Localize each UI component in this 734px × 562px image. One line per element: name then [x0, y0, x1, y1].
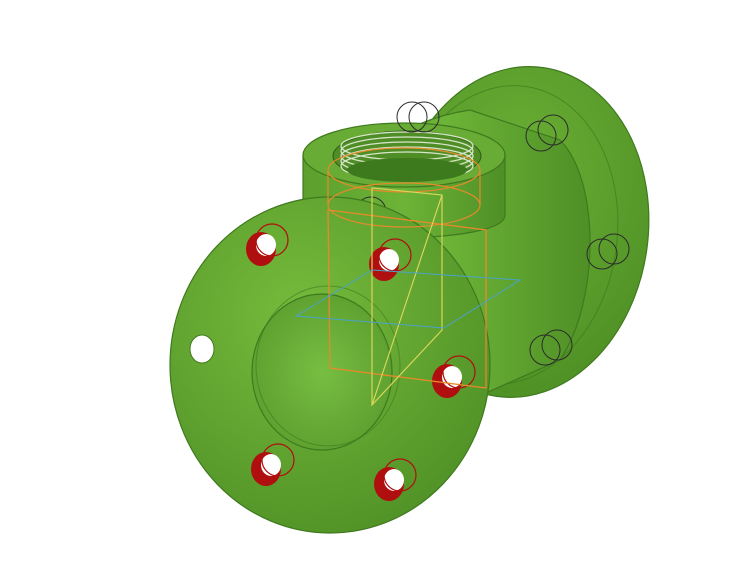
- reference-plane: [371, 187, 443, 407]
- outlet-axis-cylinder: [327, 147, 481, 228]
- bolt-hole[interactable]: [189, 334, 215, 364]
- threaded-outlet[interactable]: [302, 122, 506, 239]
- sketch-plane-rectangle: [327, 209, 487, 389]
- bolt-hole-selected[interactable]: [374, 458, 417, 501]
- bolt-hole-selected[interactable]: [246, 223, 289, 266]
- front-flange-holes[interactable]: [189, 223, 476, 501]
- flange-bore: [251, 293, 393, 451]
- axis-plane: [294, 269, 522, 329]
- bolt-hole-selected[interactable]: [251, 443, 295, 486]
- reference-overlays: [294, 147, 522, 407]
- bolt-hole-selected[interactable]: [369, 238, 412, 281]
